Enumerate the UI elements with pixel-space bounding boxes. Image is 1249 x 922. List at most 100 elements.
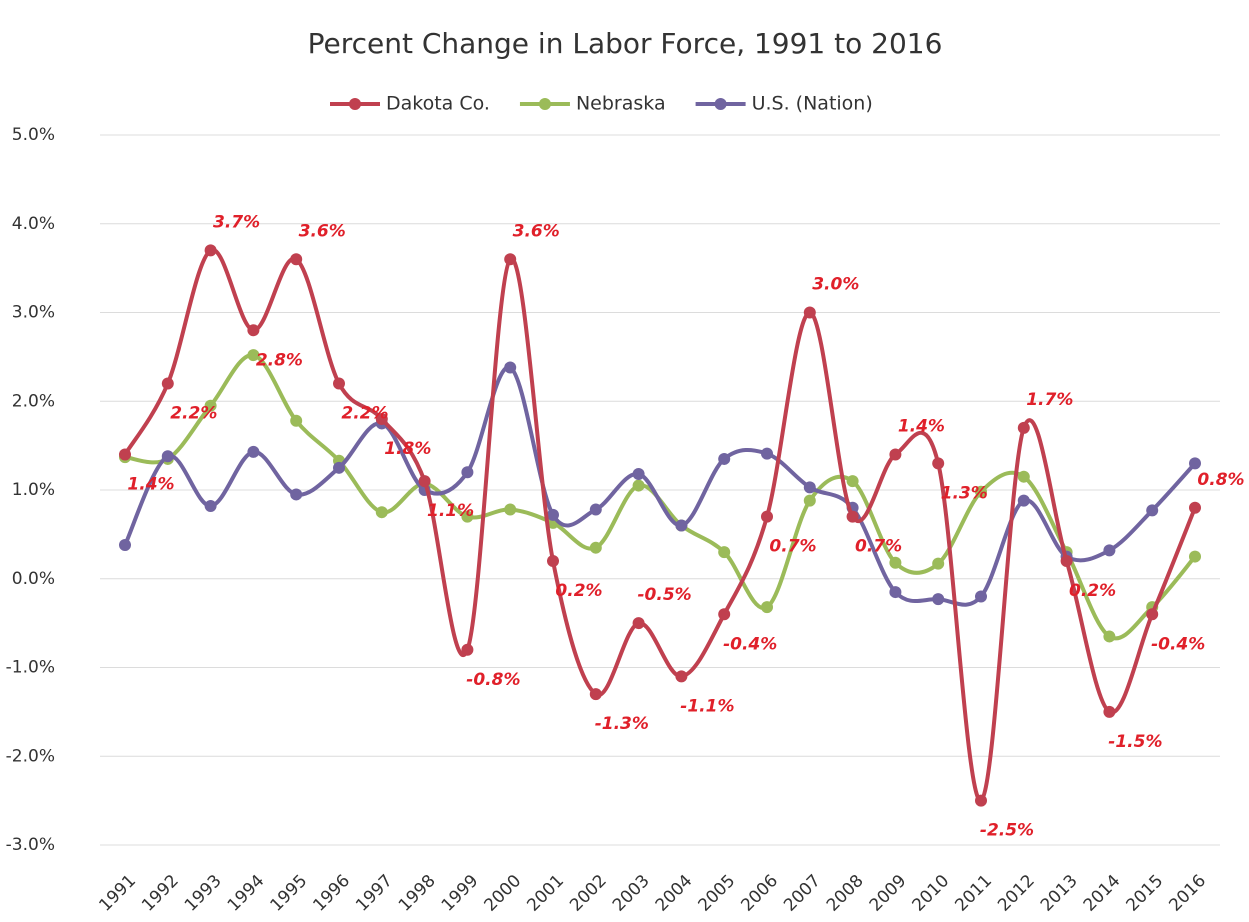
point xyxy=(718,608,731,621)
x-tick-label: 2008 xyxy=(823,871,868,916)
x-tick-label: 2012 xyxy=(994,871,1039,916)
point xyxy=(589,688,602,701)
point xyxy=(675,670,688,683)
point xyxy=(1017,470,1030,483)
legend-label: Dakota Co. xyxy=(386,93,490,115)
point xyxy=(632,617,645,630)
x-tick-label: 2011 xyxy=(951,871,996,916)
x-tick-label: 1999 xyxy=(438,871,483,916)
point xyxy=(204,499,217,512)
data-label: 1.8% xyxy=(384,439,431,459)
point xyxy=(1017,421,1030,434)
data-label: 1.4% xyxy=(898,417,945,437)
point xyxy=(1060,555,1073,567)
x-tick-label: 2003 xyxy=(609,871,654,916)
point xyxy=(889,556,902,569)
point xyxy=(632,468,645,481)
x-tick-label: 1997 xyxy=(352,871,397,916)
x-tick-label: 2010 xyxy=(909,871,954,916)
point xyxy=(718,452,731,465)
point xyxy=(547,508,559,521)
point xyxy=(803,306,816,319)
point xyxy=(290,414,303,427)
point xyxy=(333,461,345,474)
data-label: 3.0% xyxy=(812,275,859,295)
point xyxy=(1103,630,1116,643)
data-label: 0.2% xyxy=(555,581,602,601)
legend-marker xyxy=(538,98,551,110)
x-tick-label: 1991 xyxy=(95,871,140,916)
point xyxy=(247,349,260,362)
point xyxy=(161,377,174,390)
point xyxy=(589,503,602,516)
chart-title: Percent Change in Labor Force, 1991 to 2… xyxy=(308,27,943,60)
data-label: -2.5% xyxy=(980,821,1034,841)
point xyxy=(889,586,902,599)
data-label: -0.8% xyxy=(466,670,520,690)
x-tick-label: 2007 xyxy=(780,871,825,916)
x-tick-label: 2000 xyxy=(481,871,526,916)
data-label: 2.2% xyxy=(170,404,217,424)
point xyxy=(119,448,131,461)
y-tick-label: 3.0% xyxy=(12,303,55,323)
legend-label: Nebraska xyxy=(576,93,666,115)
data-label: -1.5% xyxy=(1108,732,1162,752)
x-tick-label: 1995 xyxy=(267,871,312,916)
point xyxy=(461,466,474,479)
point xyxy=(504,503,517,516)
y-tick-label: 4.0% xyxy=(12,214,55,234)
point xyxy=(290,488,303,501)
legend-label: U.S. (Nation) xyxy=(752,93,873,115)
data-label: -1.1% xyxy=(680,696,734,716)
y-tick-label: 2.0% xyxy=(12,391,55,411)
point xyxy=(1017,494,1030,507)
point xyxy=(1146,504,1159,517)
point xyxy=(675,519,688,532)
point xyxy=(761,447,773,460)
series-line xyxy=(123,248,1197,803)
point xyxy=(1103,705,1116,718)
data-label: 1.7% xyxy=(1026,390,1073,410)
point xyxy=(547,555,559,567)
point xyxy=(1189,501,1201,514)
point xyxy=(846,510,859,523)
point xyxy=(1189,457,1201,470)
point xyxy=(803,494,816,507)
x-tick-label: 2005 xyxy=(695,871,740,916)
data-label: 3.6% xyxy=(513,221,560,241)
x-tick-label: 2004 xyxy=(652,871,697,916)
legend-marker xyxy=(714,98,727,110)
point xyxy=(375,506,388,519)
data-label: 2.2% xyxy=(341,404,388,424)
point xyxy=(1189,550,1201,563)
point xyxy=(375,413,388,425)
point xyxy=(461,510,474,523)
x-tick-label: 1998 xyxy=(395,871,440,916)
x-tick-label: 2013 xyxy=(1037,871,1082,916)
y-tick-label: 5.0% xyxy=(12,125,55,145)
point xyxy=(504,253,517,266)
x-tick-label: 2015 xyxy=(1123,871,1168,916)
data-label: 0.7% xyxy=(855,537,902,557)
point xyxy=(290,253,303,266)
data-label: -0.4% xyxy=(723,634,777,654)
data-label: 3.6% xyxy=(299,221,346,241)
data-label: 1.3% xyxy=(941,483,988,503)
y-tick-label: -3.0% xyxy=(6,835,55,855)
x-tick-label: 2001 xyxy=(523,871,568,916)
data-label: 1.4% xyxy=(127,475,174,495)
y-tick-label: -2.0% xyxy=(6,746,55,766)
data-label: 3.7% xyxy=(213,212,260,232)
y-tick-label: -1.0% xyxy=(6,658,55,678)
point xyxy=(504,361,517,374)
x-tick-label: 2002 xyxy=(566,871,611,916)
point xyxy=(247,445,260,458)
point xyxy=(975,590,987,603)
data-label: 0.2% xyxy=(1069,581,1116,601)
point xyxy=(761,601,773,614)
point xyxy=(846,475,859,488)
point xyxy=(161,450,174,463)
point xyxy=(461,643,474,656)
x-tick-label: 1993 xyxy=(181,871,226,916)
